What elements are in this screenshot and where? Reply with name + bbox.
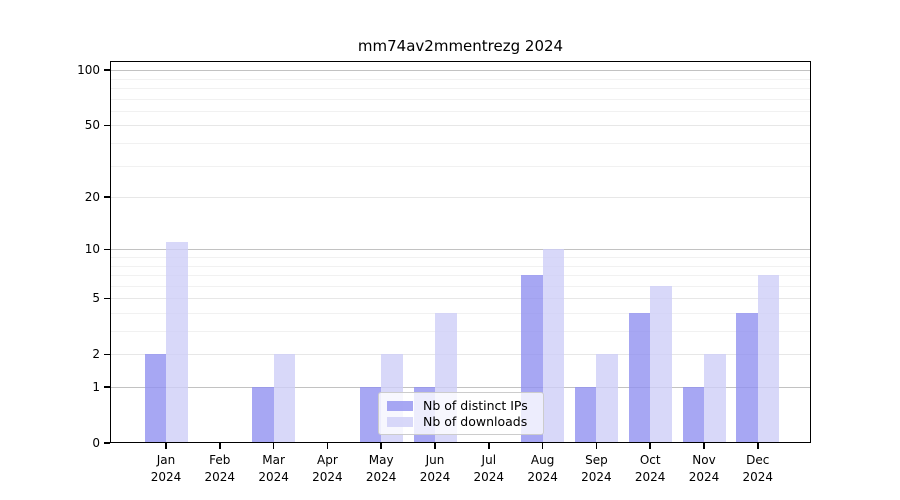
x-tick-label-jan: Jan 2024 [150, 453, 182, 484]
y-tick-mark [104, 386, 110, 388]
gridline-minor [111, 265, 810, 267]
gridline-major [111, 197, 810, 199]
x-tick-label-aug: Aug 2024 [527, 453, 558, 484]
x-tick-label-jun: Jun 2024 [419, 453, 451, 484]
x-tick-label-nov: Nov 2024 [688, 453, 720, 484]
y-tick-label: 20 [84, 190, 100, 205]
gridline-major [111, 387, 810, 388]
legend-item-downloads: Nb of downloads [387, 414, 535, 430]
y-tick-label: 100 [77, 63, 100, 78]
gridline-minor [111, 275, 810, 277]
bar-downloads-jan [166, 242, 188, 443]
bar-distinct-ips-nov [682, 387, 704, 443]
x-tick-mark [757, 443, 759, 449]
y-tick-mark [104, 124, 110, 127]
bar-downloads-sep [596, 354, 618, 443]
gridline-minor [111, 88, 810, 90]
legend-label-distinct-ips: Nb of distinct IPs [423, 398, 528, 413]
gridline-minor [111, 110, 810, 112]
gridline-minor [111, 165, 810, 167]
x-tick-label-dec: Dec 2024 [742, 453, 774, 484]
x-tick-mark [488, 443, 490, 449]
legend: Nb of distinct IPs Nb of downloads [378, 392, 544, 435]
y-tick-mark [104, 353, 110, 355]
x-tick-mark [595, 443, 598, 449]
gridline-major [111, 125, 810, 127]
x-tick-mark [649, 443, 651, 449]
gridline-minor [111, 331, 810, 333]
plot-area-border [110, 61, 811, 443]
gridline-minor [111, 257, 810, 258]
gridline-minor [111, 285, 810, 287]
gridline-major [111, 70, 810, 72]
bar-distinct-ips-jan [144, 354, 166, 443]
chart-title: mm74av2mmentrezg 2024 [357, 37, 564, 55]
y-tick-mark [104, 248, 110, 251]
x-tick-label-mar: Mar 2024 [258, 453, 289, 484]
legend-label-downloads: Nb of downloads [423, 414, 528, 429]
x-tick-mark [703, 443, 705, 449]
legend-swatch-downloads [387, 417, 413, 427]
gridline-major [111, 354, 810, 356]
x-tick-mark [272, 443, 275, 449]
y-tick-mark [104, 196, 110, 198]
x-tick-mark [326, 443, 329, 449]
bar-distinct-ips-sep [574, 387, 597, 443]
y-tick-label: 50 [84, 118, 100, 133]
x-tick-mark [541, 443, 544, 449]
y-tick-mark [104, 442, 110, 444]
gridline-major [111, 249, 810, 251]
x-tick-label-may: May 2024 [365, 453, 397, 484]
bar-distinct-ips-mar [252, 387, 274, 443]
y-tick-mark [104, 69, 110, 71]
bar-distinct-ips-may [359, 387, 382, 443]
x-tick-mark [219, 443, 221, 449]
x-tick-mark [380, 443, 382, 449]
x-tick-label-sep: Sep 2024 [581, 453, 612, 484]
bar-downloads-nov [704, 354, 726, 443]
gridline-major [111, 298, 810, 300]
x-tick-label-oct: Oct 2024 [634, 453, 666, 484]
bar-distinct-ips-oct [628, 312, 651, 443]
bar-downloads-dec [757, 275, 780, 443]
gridline-minor [111, 78, 810, 80]
bar-distinct-ips-dec [736, 312, 758, 443]
y-tick-mark [104, 297, 110, 299]
x-tick-label-apr: Apr 2024 [312, 453, 343, 484]
gridline-minor [111, 312, 810, 314]
y-tick-label: 5 [92, 291, 100, 306]
gridline-minor [111, 143, 810, 145]
bar-downloads-mar [273, 354, 296, 443]
legend-swatch-distinct-ips [387, 401, 413, 411]
x-tick-label-jul: Jul 2024 [473, 453, 505, 484]
bar-downloads-oct [650, 285, 672, 443]
x-tick-mark [434, 443, 436, 449]
bar-downloads-aug [542, 249, 565, 443]
gridline-minor [111, 98, 810, 100]
legend-item-distinct-ips: Nb of distinct IPs [387, 398, 535, 414]
y-tick-label: 10 [84, 242, 100, 257]
x-tick-mark [165, 443, 167, 449]
y-tick-label: 2 [92, 347, 100, 362]
y-tick-label: 1 [92, 380, 100, 394]
y-tick-label: 0 [92, 436, 100, 450]
x-tick-label-feb: Feb 2024 [204, 453, 236, 484]
